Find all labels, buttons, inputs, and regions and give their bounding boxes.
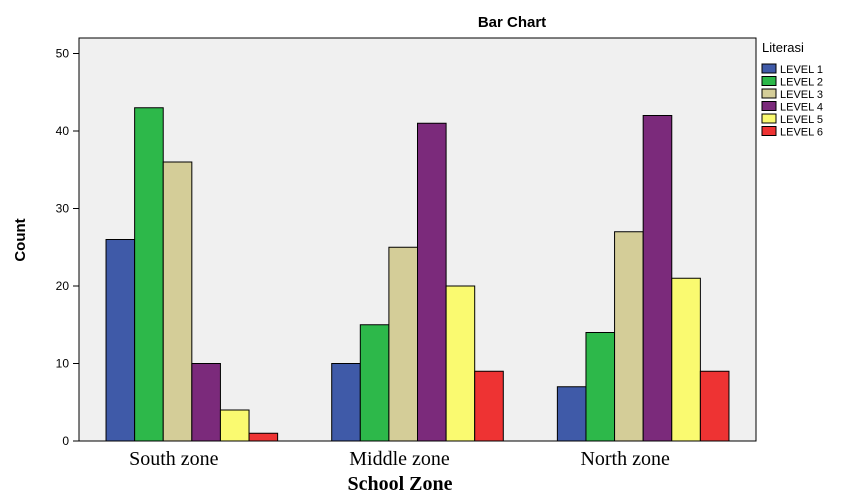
x-axis: South zone Middle zone North zone [129, 448, 670, 470]
bar [105, 239, 136, 442]
bar [388, 246, 418, 442]
bars [105, 107, 730, 442]
chart-title: Bar Chart [478, 14, 546, 31]
bar [671, 277, 701, 442]
legend-swatch [761, 88, 777, 99]
y-axis-title: Count [12, 218, 29, 261]
legend-label: LEVEL 6 [780, 127, 823, 139]
y-tick-label: 30 [56, 202, 70, 216]
bar [331, 363, 361, 442]
bar [445, 285, 476, 442]
legend-label: LEVEL 2 [780, 77, 823, 89]
legend-swatch [761, 101, 777, 111]
bar [162, 161, 193, 442]
bar [556, 386, 587, 442]
bar [417, 122, 447, 442]
legend-label: LEVEL 5 [780, 114, 823, 126]
y-tick-label: 0 [62, 434, 69, 448]
bar [191, 363, 221, 442]
bar [642, 115, 673, 442]
x-category-label: Middle zone [349, 448, 450, 470]
bar [219, 409, 250, 442]
y-tick-label: 20 [56, 279, 70, 293]
bar [699, 370, 730, 442]
legend-label: LEVEL 4 [780, 102, 823, 114]
legend-label: LEVEL 1 [780, 64, 823, 76]
y-tick-label: 50 [56, 47, 70, 61]
x-category-label: South zone [129, 448, 219, 470]
y-tick-label: 10 [56, 357, 70, 371]
bar [614, 231, 644, 442]
legend-swatch [761, 126, 777, 136]
x-category-label: North zone [580, 448, 670, 470]
bar [134, 107, 164, 442]
y-axis: 0 10 20 30 40 50 [56, 47, 79, 448]
bar [474, 370, 504, 442]
legend-label: LEVEL 3 [780, 89, 823, 101]
bar [585, 332, 616, 442]
legend-swatch [761, 76, 777, 86]
legend-swatch [761, 113, 777, 124]
y-tick-label: 40 [56, 124, 70, 138]
legend-swatch [761, 63, 777, 74]
bar [359, 324, 390, 442]
legend-title: Literasi [762, 40, 804, 55]
bar [248, 432, 279, 442]
x-axis-title: School Zone [347, 473, 452, 495]
